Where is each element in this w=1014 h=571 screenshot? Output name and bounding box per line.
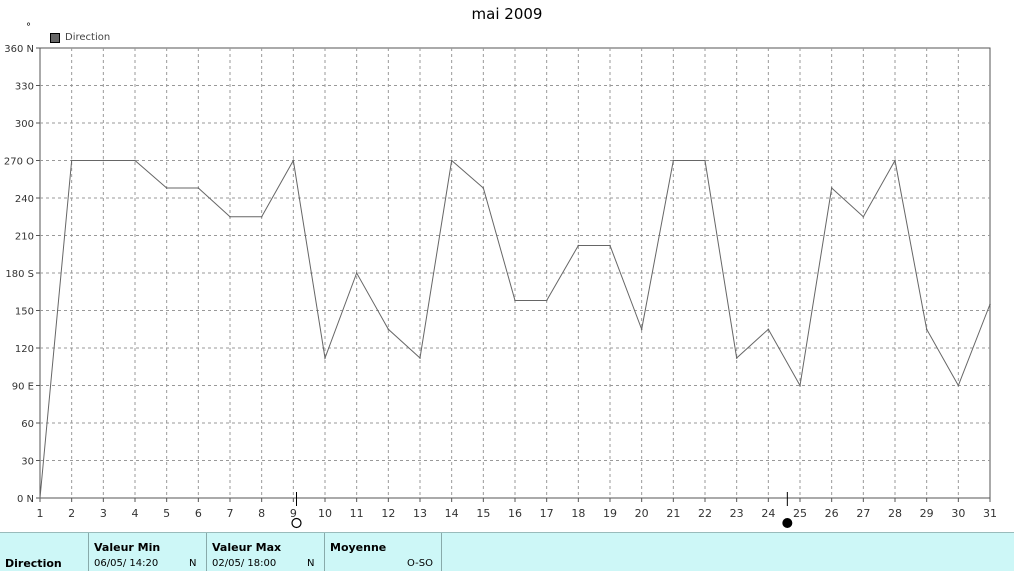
footer-avg-cell: Moyenne O-SO bbox=[325, 533, 442, 571]
x-tick-label: 6 bbox=[195, 507, 202, 520]
y-tick-label: 360 N bbox=[4, 44, 34, 55]
legend: Direction bbox=[50, 32, 110, 43]
x-tick-label: 13 bbox=[413, 507, 427, 520]
x-tick-label: 7 bbox=[227, 507, 234, 520]
data-point bbox=[197, 187, 200, 189]
x-tick-label: 5 bbox=[163, 507, 170, 520]
data-point bbox=[102, 159, 105, 162]
x-tick-label: 23 bbox=[730, 507, 744, 520]
new-moon-icon bbox=[782, 518, 793, 528]
data-point bbox=[482, 187, 485, 189]
data-point bbox=[609, 244, 611, 247]
data-point bbox=[862, 215, 865, 218]
x-tick-label: 14 bbox=[445, 507, 459, 520]
x-tick-label: 21 bbox=[666, 507, 680, 520]
data-point bbox=[672, 159, 675, 162]
footer-max-cell: Valeur Max 02/05/ 18:00 N bbox=[207, 533, 325, 571]
footer-row-label: Direction bbox=[5, 557, 62, 570]
y-tick-label: 60 bbox=[21, 419, 34, 430]
data-point bbox=[324, 357, 326, 359]
y-tick-label: 210 bbox=[15, 232, 34, 243]
y-tick-label: 240 bbox=[15, 194, 34, 205]
max-header: Valeur Max bbox=[212, 541, 282, 554]
x-tick-label: 9 bbox=[290, 507, 297, 520]
x-tick-label: 22 bbox=[698, 507, 712, 520]
y-tick-label: 120 bbox=[15, 344, 34, 355]
x-tick-label: 18 bbox=[571, 507, 585, 520]
data-point bbox=[355, 272, 358, 274]
x-tick-label: 26 bbox=[825, 507, 839, 520]
x-tick-label: 20 bbox=[635, 507, 649, 520]
x-tick-label: 30 bbox=[951, 507, 965, 520]
min-value: 06/05/ 14:20 bbox=[94, 558, 159, 569]
data-point bbox=[957, 384, 960, 387]
x-tick-label: 16 bbox=[508, 507, 522, 520]
max-direction: N bbox=[307, 558, 315, 569]
x-tick-label: 19 bbox=[603, 507, 617, 520]
avg-header: Moyenne bbox=[330, 541, 387, 554]
max-value: 02/05/ 18:00 bbox=[212, 558, 277, 569]
data-point bbox=[799, 384, 801, 387]
x-tick-label: 31 bbox=[983, 507, 997, 520]
data-point bbox=[387, 328, 390, 331]
x-tick-label: 27 bbox=[856, 507, 870, 520]
x-tick-label: 28 bbox=[888, 507, 902, 520]
x-tick-label: 25 bbox=[793, 507, 807, 520]
data-point bbox=[419, 357, 421, 359]
data-point bbox=[70, 159, 73, 162]
x-tick-label: 24 bbox=[761, 507, 775, 520]
min-direction: N bbox=[189, 558, 197, 569]
chart-title: mai 2009 bbox=[471, 5, 543, 23]
x-tick-label: 17 bbox=[540, 507, 554, 520]
y-tick-label: 0 N bbox=[17, 494, 34, 505]
avg-value: O-SO bbox=[407, 558, 433, 569]
x-tick-label: 11 bbox=[350, 507, 364, 520]
data-point bbox=[894, 159, 896, 162]
y-tick-label: 90 E bbox=[12, 382, 34, 393]
y-tick-label: 270 O bbox=[4, 157, 34, 168]
x-tick-label: 29 bbox=[920, 507, 934, 520]
data-point bbox=[830, 187, 833, 189]
y-unit-mark: ° bbox=[26, 22, 31, 33]
data-point bbox=[450, 159, 453, 162]
full-moon-icon bbox=[291, 517, 302, 529]
data-point bbox=[165, 187, 168, 189]
data-point bbox=[704, 159, 706, 162]
x-tick-label: 10 bbox=[318, 507, 332, 520]
y-tick-label: 180 S bbox=[5, 269, 34, 280]
x-tick-label: 1 bbox=[37, 507, 44, 520]
data-point bbox=[767, 328, 770, 331]
x-tick-label: 4 bbox=[132, 507, 139, 520]
x-tick-label: 15 bbox=[476, 507, 490, 520]
x-tick-label: 8 bbox=[258, 507, 265, 520]
y-tick-label: 30 bbox=[21, 457, 34, 468]
data-point bbox=[39, 497, 41, 499]
data-point bbox=[260, 215, 263, 218]
data-point bbox=[514, 299, 516, 302]
y-tick-label: 330 bbox=[15, 82, 34, 93]
data-point bbox=[229, 215, 231, 218]
data-point bbox=[640, 328, 643, 331]
data-point bbox=[735, 357, 738, 359]
y-tick-label: 150 bbox=[15, 307, 34, 318]
data-point bbox=[134, 159, 136, 162]
data-point bbox=[292, 159, 295, 162]
x-tick-label: 3 bbox=[100, 507, 107, 520]
data-point bbox=[545, 299, 548, 302]
x-tick-label: 2 bbox=[68, 507, 75, 520]
legend-label: Direction bbox=[65, 32, 111, 43]
stats-footer: Direction Valeur Min 06/05/ 14:20 N Vale… bbox=[0, 532, 1014, 571]
data-point bbox=[577, 244, 580, 247]
legend-swatch bbox=[50, 32, 60, 43]
min-header: Valeur Min bbox=[94, 541, 161, 554]
data-point bbox=[989, 303, 991, 306]
data-point bbox=[925, 328, 928, 331]
footer-min-cell: Valeur Min 06/05/ 14:20 N bbox=[89, 533, 207, 571]
x-tick-label: 12 bbox=[381, 507, 395, 520]
footer-row-cell: Direction bbox=[0, 533, 89, 571]
y-tick-label: 300 bbox=[15, 119, 34, 130]
